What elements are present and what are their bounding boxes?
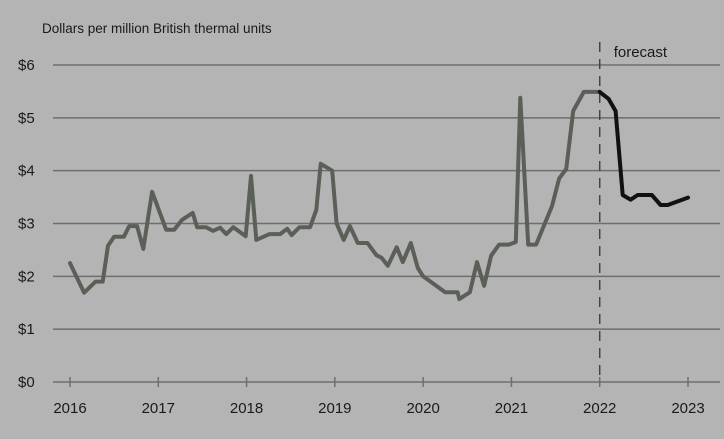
x-tick-label: 2022 xyxy=(583,400,616,417)
series xyxy=(68,89,690,302)
gridlines xyxy=(53,64,720,383)
forecast-label: forecast xyxy=(614,44,668,61)
x-axis: 2016 2017 2018 2019 2020 2021 2022 2023 xyxy=(53,377,705,417)
x-tick-label: 2018 xyxy=(230,400,263,417)
x-tick-label: 2017 xyxy=(142,400,175,417)
y-axis: $0 $1 $2 $3 $4 $5 $6 xyxy=(18,57,35,391)
x-tick-label: 2023 xyxy=(671,400,704,417)
x-tick-label: 2020 xyxy=(406,400,439,417)
historical-line xyxy=(68,89,602,302)
x-tick-label: 2019 xyxy=(318,400,351,417)
y-tick-label: $5 xyxy=(18,110,35,127)
x-tick-label: 2016 xyxy=(53,400,86,417)
x-tick-label: 2021 xyxy=(495,400,528,417)
y-tick-label: $4 xyxy=(18,163,35,180)
y-tick-label: $6 xyxy=(18,57,35,74)
forecast-line xyxy=(597,89,690,207)
y-tick-label: $2 xyxy=(18,268,35,285)
y-tick-label: $3 xyxy=(18,216,35,233)
y-tick-label: $0 xyxy=(18,374,35,391)
chart-title: Dollars per million British thermal unit… xyxy=(42,21,272,36)
y-tick-label: $1 xyxy=(18,321,35,338)
